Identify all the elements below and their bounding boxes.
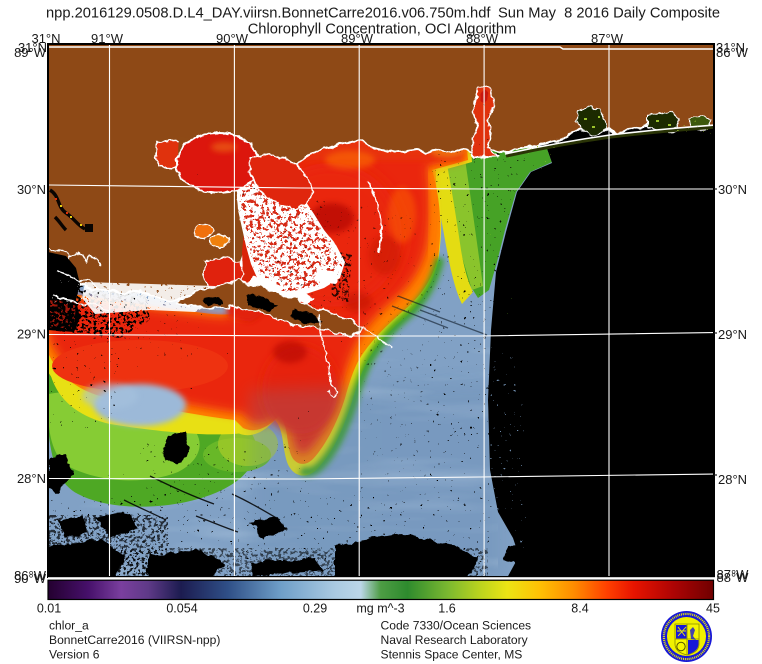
svg-text:86°W: 86°W [14,568,47,583]
svg-text:30°N: 30°N [17,182,46,197]
svg-text:1.6: 1.6 [438,602,455,616]
svg-text:mg m^-3: mg m^-3 [356,602,404,616]
svg-text:Version 6: Version 6 [49,648,100,662]
svg-text:45: 45 [706,602,720,616]
svg-text:Chlorophyll Concentration, OCI: Chlorophyll Concentration, OCI Algorithm [248,22,517,38]
svg-text:87°W: 87°W [717,567,750,582]
svg-text:Code 7330/Ocean Sciences: Code 7330/Ocean Sciences [381,619,532,633]
svg-text:BonnetCarre2016 (VIIRSN-npp): BonnetCarre2016 (VIIRSN-npp) [49,633,220,647]
svg-text:Stennis Space Center, MS: Stennis Space Center, MS [381,648,523,662]
svg-text:28°N: 28°N [718,472,747,487]
svg-text:88°W: 88°W [717,570,750,585]
svg-text:87°W: 87°W [591,31,624,46]
svg-text:Naval Research Laboratory: Naval Research Laboratory [381,633,529,647]
svg-text:0.29: 0.29 [303,602,327,616]
svg-text:0.054: 0.054 [166,602,197,616]
svg-text:8.4: 8.4 [571,602,588,616]
svg-text:91°W: 91°W [91,31,124,46]
svg-text:31°N: 31°N [18,40,47,55]
svg-text:chlor_a: chlor_a [49,619,89,633]
svg-text:29°N: 29°N [17,327,46,342]
svg-text:npp.2016129.0508.D.L4_DAY.viir: npp.2016129.0508.D.L4_DAY.viirsn.BonnetC… [46,6,491,22]
svg-text:90°W: 90°W [216,31,249,46]
svg-text:28°N: 28°N [17,471,46,486]
svg-text:29°N: 29°N [718,327,747,342]
svg-text:89°W: 89°W [341,31,374,46]
svg-text:31°N: 31°N [716,40,745,55]
svg-text:31°N: 31°N [31,31,60,46]
svg-text:90°W: 90°W [14,571,47,586]
svg-text:88°W: 88°W [466,31,499,46]
svg-text:0.01: 0.01 [37,602,61,616]
svg-text:89°W: 89°W [14,45,47,60]
svg-text:Sun May 8 2016 Daily Composit: Sun May 8 2016 Daily Composite [498,6,720,22]
svg-text:86°W: 86°W [716,45,749,60]
svg-text:30°N: 30°N [718,182,747,197]
